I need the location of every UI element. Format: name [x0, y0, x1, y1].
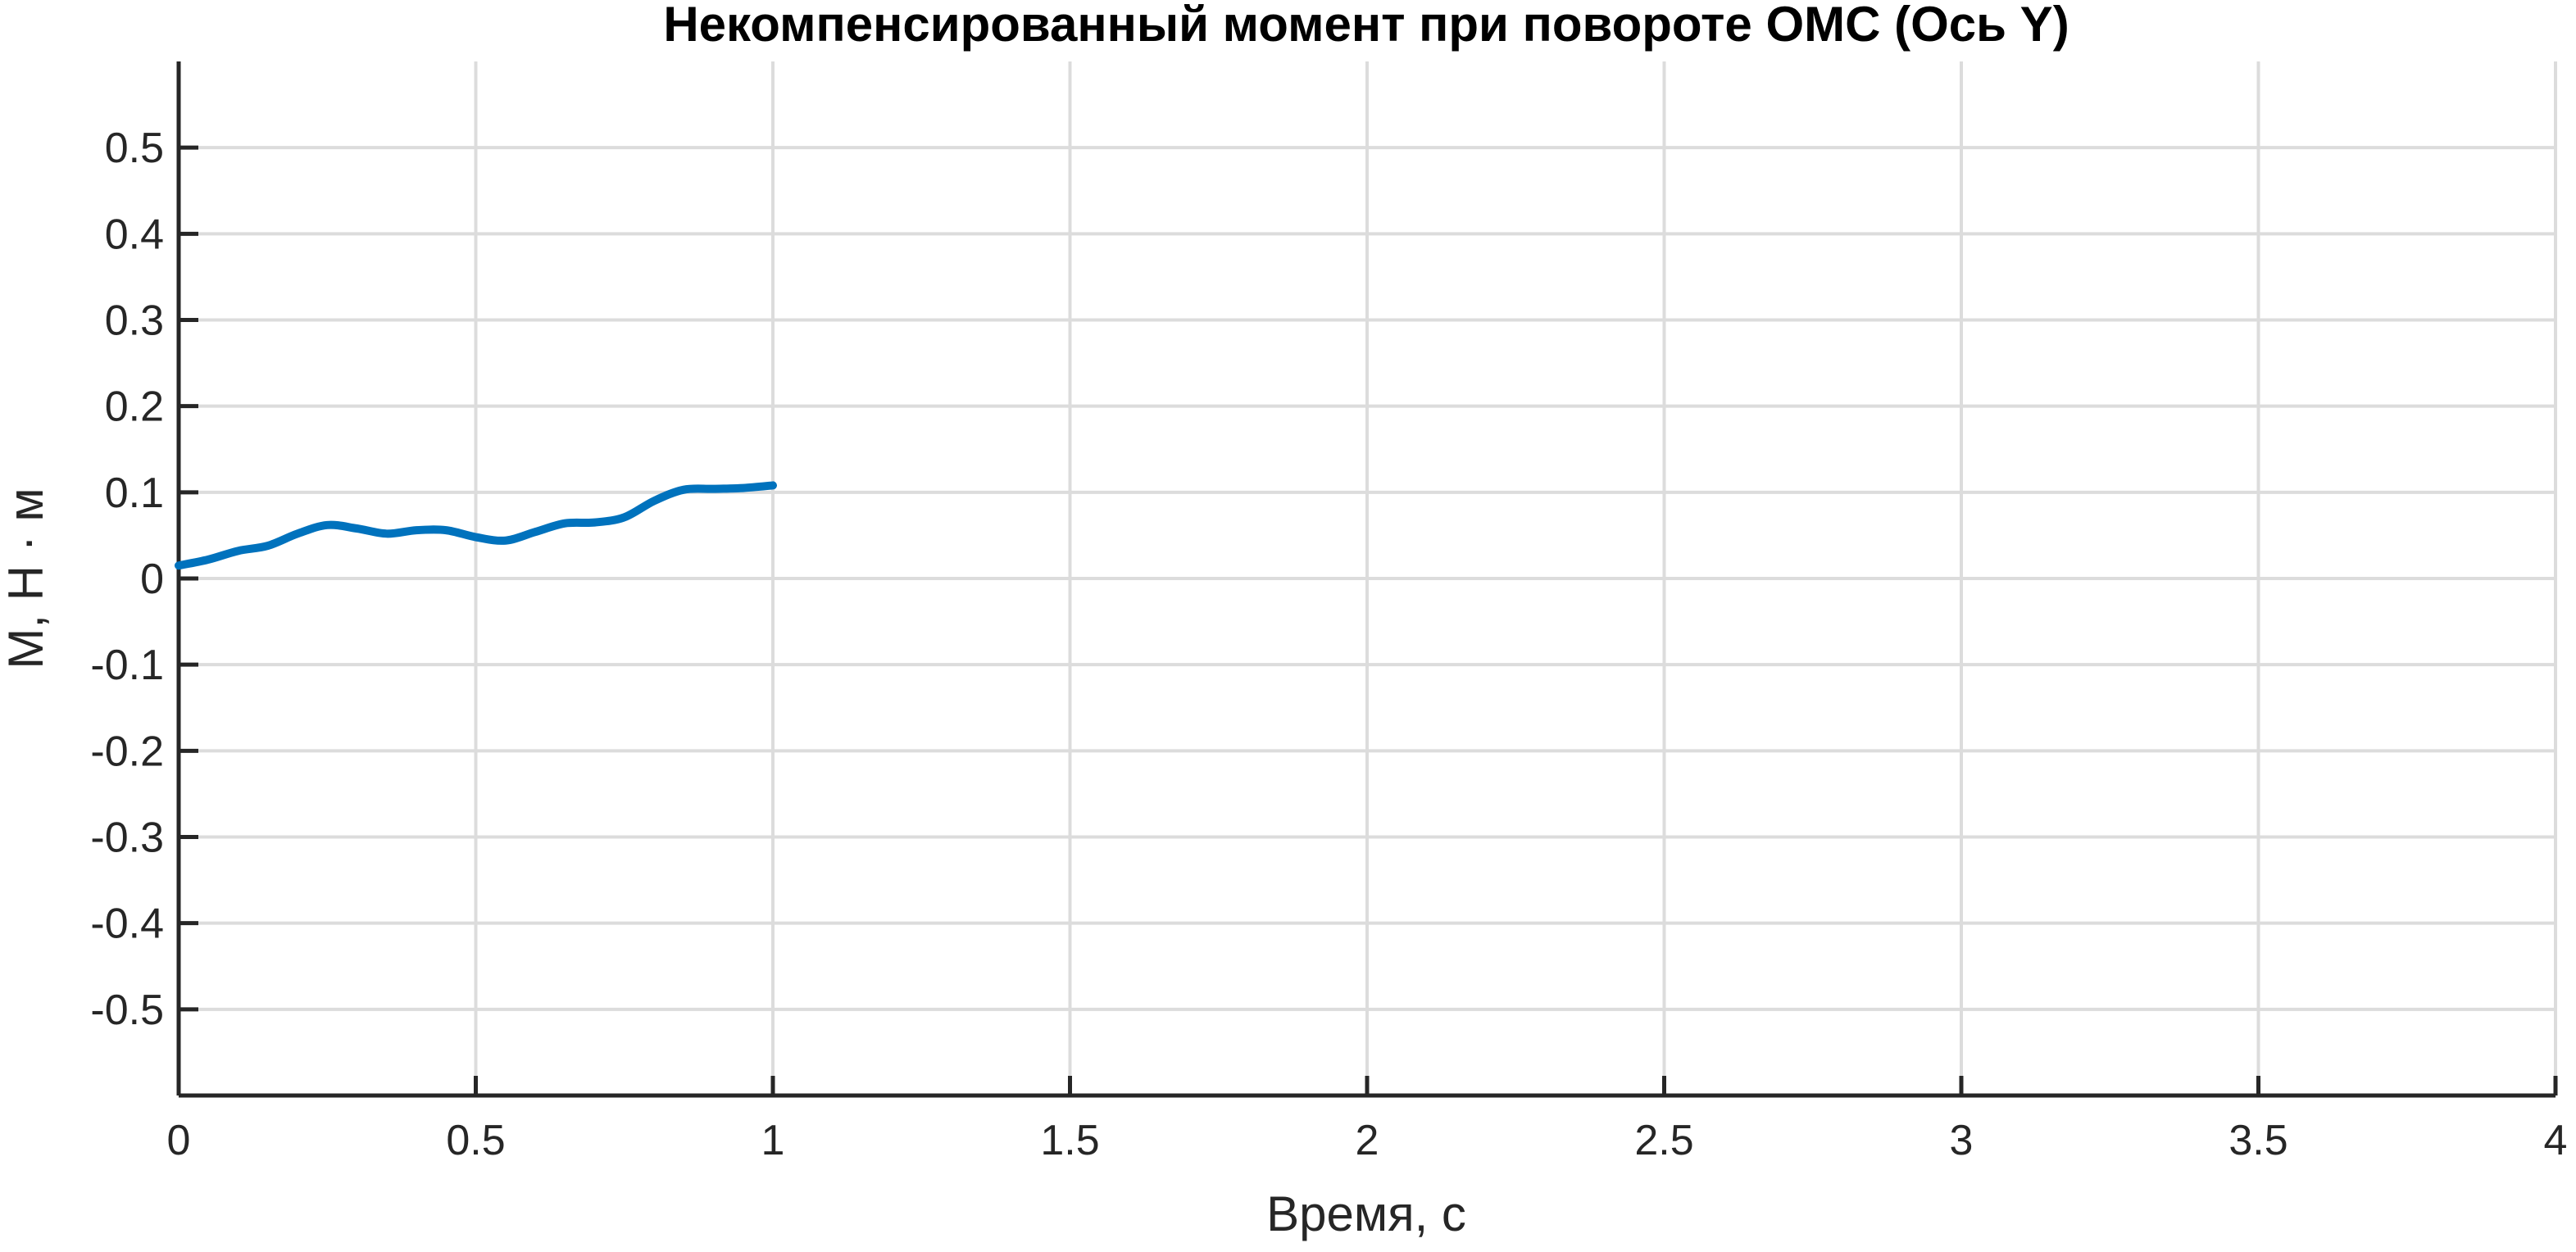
y-tick-label: 0.4: [105, 211, 164, 258]
series-layer: [175, 481, 777, 570]
x-tick-label: 3.5: [2228, 1117, 2288, 1164]
x-tick-label: 0: [167, 1117, 191, 1164]
x-tick-label: 3: [1950, 1117, 1974, 1164]
x-tick-label: 1: [761, 1117, 785, 1164]
y-tick-label: -0.4: [90, 900, 164, 948]
x-tick-label: 2: [1356, 1117, 1379, 1164]
y-tick-label: -0.2: [90, 728, 164, 775]
x-tick-label: 2.5: [1634, 1117, 1693, 1164]
axes: 0 0.5 1 1.5 2 2.5 3 3.5 4 0.5 0.4 0.3 0.2 0.1 0 -0.1 -0.…: [90, 61, 2567, 1164]
x-tick-label: 4: [2544, 1117, 2568, 1164]
grid: [177, 61, 2557, 1096]
y-tick-label: -0.3: [90, 814, 164, 862]
y-tick-label: 0.2: [105, 383, 164, 431]
y-tick-label: 0.5: [105, 125, 164, 172]
y-tick-label: 0.1: [105, 469, 164, 517]
y-tick-label: 0: [140, 556, 164, 603]
series-line: [175, 481, 777, 570]
y-tick-label: -0.5: [90, 987, 164, 1034]
chart-title: Некомпенсированный момент при повороте О…: [663, 0, 2069, 52]
y-tick-label: 0.3: [105, 297, 164, 345]
x-tick-label: 1.5: [1040, 1117, 1099, 1164]
x-tick-label: 0.5: [446, 1117, 505, 1164]
y-axis-label: M, Н · м: [0, 488, 53, 669]
y-tick-label: -0.1: [90, 642, 164, 689]
x-axis-label: Время, с: [1266, 1186, 1466, 1241]
labels: Некомпенсированный момент при повороте О…: [0, 0, 2069, 1241]
